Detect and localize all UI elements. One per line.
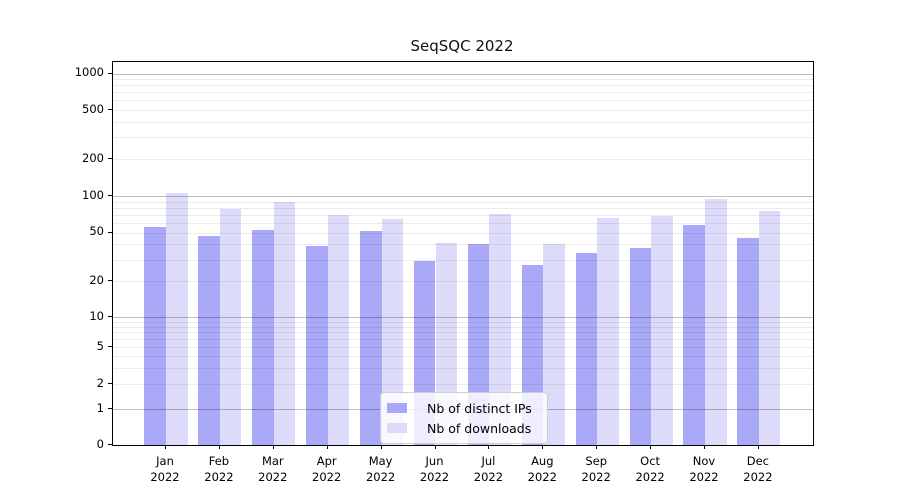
- legend-item-distinct-ips: Nb of distinct IPs: [387, 398, 537, 418]
- x-tick-label-jun: Jun 2022: [419, 454, 450, 484]
- x-tick-mark: [380, 445, 382, 449]
- bar-distinct-ips-apr: [306, 245, 328, 445]
- chart-title: SeqSQC 2022: [410, 37, 514, 55]
- x-tick-mark: [272, 445, 274, 449]
- bar-distinct-ips-may: [360, 231, 382, 445]
- x-tick-label-mar: Mar 2022: [258, 454, 288, 484]
- y-tick-mark: [108, 280, 112, 281]
- y-tick-label-5: 5: [96, 338, 104, 353]
- legend-label-downloads: Nb of downloads: [427, 420, 532, 436]
- bar-downloads-dec: [758, 211, 781, 445]
- y-tick-label-0: 0: [96, 436, 104, 451]
- bar-distinct-ips-jan: [144, 227, 166, 445]
- bar-distinct-ips-oct: [629, 248, 652, 445]
- y-tick-mark: [108, 346, 112, 347]
- x-tick-label-sep: Sep 2022: [581, 454, 611, 484]
- bar-downloads-nov: [705, 198, 727, 445]
- y-tick-label-2: 2: [96, 375, 104, 390]
- y-tick-label-100: 100: [82, 187, 104, 202]
- x-tick-mark: [757, 445, 759, 449]
- bar-downloads-mar: [273, 201, 296, 445]
- y-tick-label-50: 50: [89, 224, 104, 238]
- y-tick-mark: [108, 231, 112, 233]
- bar-downloads-jul: [489, 214, 511, 445]
- legend-label-distinct-ips: Nb of distinct IPs: [427, 400, 532, 416]
- bar-downloads-oct: [651, 216, 673, 445]
- x-tick-mark: [218, 445, 220, 449]
- x-tick-mark: [704, 445, 705, 449]
- y-tick-mark: [108, 158, 112, 159]
- x-tick-label-nov: Nov 2022: [689, 454, 719, 484]
- x-tick-mark: [650, 445, 652, 449]
- x-tick-mark: [326, 445, 328, 449]
- y-tick-mark: [108, 195, 112, 196]
- bar-distinct-ips-nov: [683, 224, 705, 445]
- bar-downloads-aug: [543, 244, 565, 445]
- y-tick-mark: [108, 408, 112, 409]
- x-tick-label-jul: Jul 2022: [473, 454, 504, 484]
- x-tick-mark: [488, 445, 490, 449]
- bar-distinct-ips-mar: [252, 230, 274, 445]
- y-tick-label-10: 10: [89, 308, 104, 323]
- legend-swatch-downloads: [387, 423, 407, 433]
- x-tick-label-may: May 2022: [365, 454, 396, 484]
- y-tick-label-200: 200: [82, 150, 104, 165]
- x-tick-mark: [596, 445, 598, 449]
- x-tick-mark: [434, 445, 436, 449]
- x-tick-mark: [165, 445, 166, 449]
- legend-item-downloads: Nb of downloads: [387, 418, 537, 438]
- y-tick-label-1000: 1000: [74, 65, 104, 79]
- bar-distinct-ips-feb: [198, 235, 220, 445]
- y-tick-mark: [108, 109, 112, 110]
- y-tick-label-20: 20: [89, 272, 104, 287]
- bar-downloads-jan: [166, 193, 188, 445]
- bars-layer: [113, 62, 813, 445]
- y-tick-mark: [108, 72, 112, 74]
- x-tick-mark: [542, 445, 544, 449]
- x-tick-label-oct: Oct 2022: [635, 454, 665, 484]
- legend: Nb of distinct IPs Nb of downloads: [380, 392, 548, 444]
- x-tick-label-feb: Feb 2022: [204, 454, 234, 484]
- bar-downloads-apr: [327, 214, 350, 445]
- bar-downloads-feb: [219, 209, 242, 445]
- bar-distinct-ips-dec: [737, 238, 759, 445]
- x-tick-label-dec: Dec 2022: [743, 454, 773, 484]
- bar-distinct-ips-sep: [575, 252, 598, 445]
- x-tick-label-jan: Jan 2022: [150, 454, 180, 484]
- y-tick-label-500: 500: [82, 101, 104, 116]
- y-tick-mark: [108, 444, 112, 445]
- x-tick-label-apr: Apr 2022: [312, 454, 342, 484]
- y-tick-mark: [108, 383, 112, 384]
- y-tick-mark: [108, 316, 112, 317]
- x-tick-label-aug: Aug 2022: [527, 454, 557, 484]
- y-tick-label-1: 1: [96, 400, 104, 415]
- legend-swatch-distinct-ips: [387, 403, 407, 413]
- plot-area: Nb of distinct IPs Nb of downloads: [112, 61, 814, 446]
- bar-downloads-may: [381, 218, 404, 445]
- bar-downloads-sep: [597, 217, 619, 445]
